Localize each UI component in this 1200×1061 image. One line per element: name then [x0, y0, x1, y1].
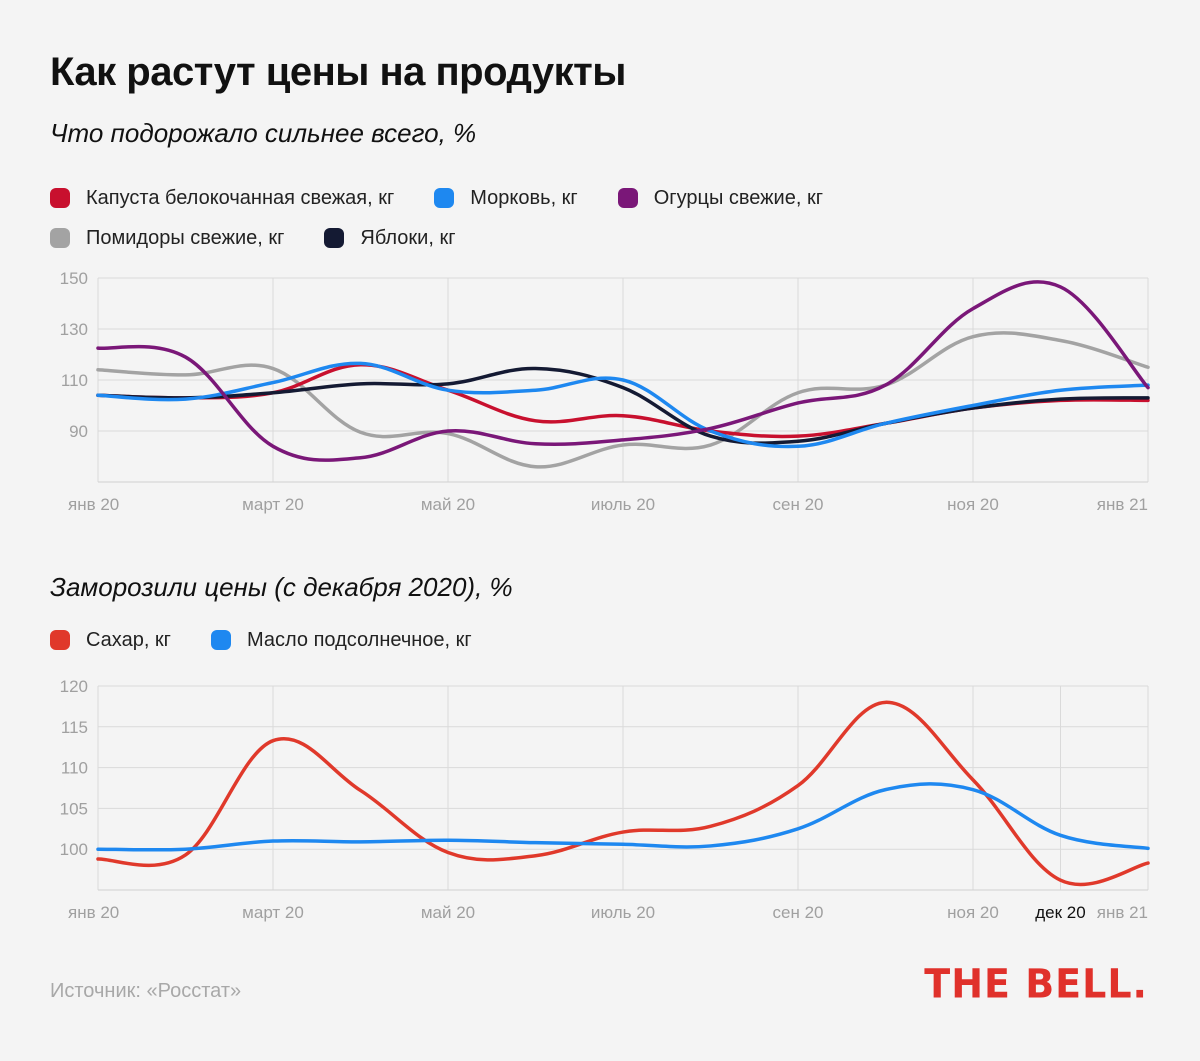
- legend-item-cucumber: Огурцы свежие, кг: [617, 186, 824, 210]
- page-title: Как растут цены на продукты: [50, 50, 626, 94]
- legend-swatch: [617, 188, 638, 208]
- x-tick-label: янв 20: [68, 903, 119, 922]
- legend-label: Сахар, кг: [86, 628, 171, 651]
- legend-item-sugar: Сахар, кг: [50, 629, 171, 652]
- series-line: [96, 782, 1150, 852]
- legend-item-tomato: Помидоры свежие, кг: [50, 227, 284, 250]
- source-note: Источник: «Росстат»: [50, 980, 242, 1002]
- y-tick-label: 100: [60, 840, 88, 859]
- series-line: [96, 280, 1150, 462]
- brand-logo: THE BELL.: [924, 960, 1148, 1008]
- legend-row: Капуста белокочанная свежая, кг Морковь,…: [50, 178, 1050, 218]
- x-tick-label: ноя 20: [947, 903, 999, 922]
- series-line: [96, 331, 1150, 469]
- x-tick-label: июль 20: [591, 495, 655, 514]
- x-tick-label: сен 20: [773, 903, 824, 922]
- y-tick-label: 90: [69, 422, 88, 441]
- x-tick-label: янв 20: [68, 495, 119, 514]
- y-tick-label: 110: [61, 371, 88, 390]
- legend-row: Сахар, кг Масло подсолнечное, кг: [50, 620, 1050, 660]
- y-tick-label: 150: [60, 269, 88, 288]
- y-tick-label: 130: [60, 320, 88, 339]
- legend-label: Капуста белокочанная свежая, кг: [86, 186, 395, 209]
- x-tick-label: янв 21: [1097, 903, 1148, 922]
- x-tick-label: ноя 20: [947, 495, 999, 514]
- legend-label: Яблоки, кг: [360, 226, 456, 249]
- legend-swatch: [434, 188, 455, 208]
- chart-1: 90 110 130 150 янв 20 март 20 май 20 июль 20 сен…: [60, 269, 1150, 514]
- x-tick-label: дек 20: [1035, 903, 1085, 922]
- legend-item-cabbage: Капуста белокочанная свежая, кг: [50, 187, 394, 210]
- x-tick-label: май 20: [421, 495, 475, 514]
- x-tick-label: март 20: [242, 495, 304, 514]
- y-tick-label: 110: [61, 759, 88, 778]
- legend-swatch: [324, 228, 345, 248]
- legend-item-sunflower-oil: Масло подсолнечное, кг: [210, 628, 472, 652]
- chart-1-title: Что подорожало сильнее всего, %: [50, 118, 477, 148]
- legend-swatch: [50, 188, 70, 208]
- legend-label: Огурцы свежие, кг: [653, 186, 824, 209]
- series-line: [96, 361, 1150, 449]
- legend-item-apple: Яблоки, кг: [324, 226, 456, 250]
- x-tick-label: март 20: [242, 903, 304, 922]
- y-tick-label: 115: [61, 718, 88, 737]
- legend-row: Помидоры свежие, кг Яблоки, кг: [50, 218, 1050, 258]
- x-tick-label: сен 20: [773, 495, 824, 514]
- chart-2-title: Заморозили цены (с декабря 2020), %: [50, 572, 513, 602]
- legend-label: Помидоры свежие, кг: [86, 226, 285, 249]
- x-tick-label: июль 20: [591, 903, 655, 922]
- series-line: [96, 700, 1150, 887]
- legend-label: Морковь, кг: [470, 186, 578, 209]
- legend-swatch: [210, 630, 231, 650]
- x-tick-label: май 20: [421, 903, 475, 922]
- x-tick-label: янв 21: [1097, 495, 1148, 514]
- legend-swatch: [50, 228, 70, 248]
- chart-2-legend: Сахар, кг Масло подсолнечное, кг: [50, 620, 1050, 660]
- y-tick-label: 105: [60, 799, 88, 818]
- legend-label: Масло подсолнечное, кг: [246, 628, 472, 651]
- chart-2: 100 105 110 115 120 янв 20 март 20 май 20 июль 2…: [60, 677, 1150, 922]
- chart-1-legend: Капуста белокочанная свежая, кг Морковь,…: [50, 178, 1050, 258]
- y-tick-label: 120: [60, 677, 88, 696]
- series-line: [96, 366, 1150, 445]
- grid: [97, 685, 1149, 891]
- legend-item-carrot: Морковь, кг: [434, 186, 578, 210]
- legend-swatch: [50, 630, 70, 650]
